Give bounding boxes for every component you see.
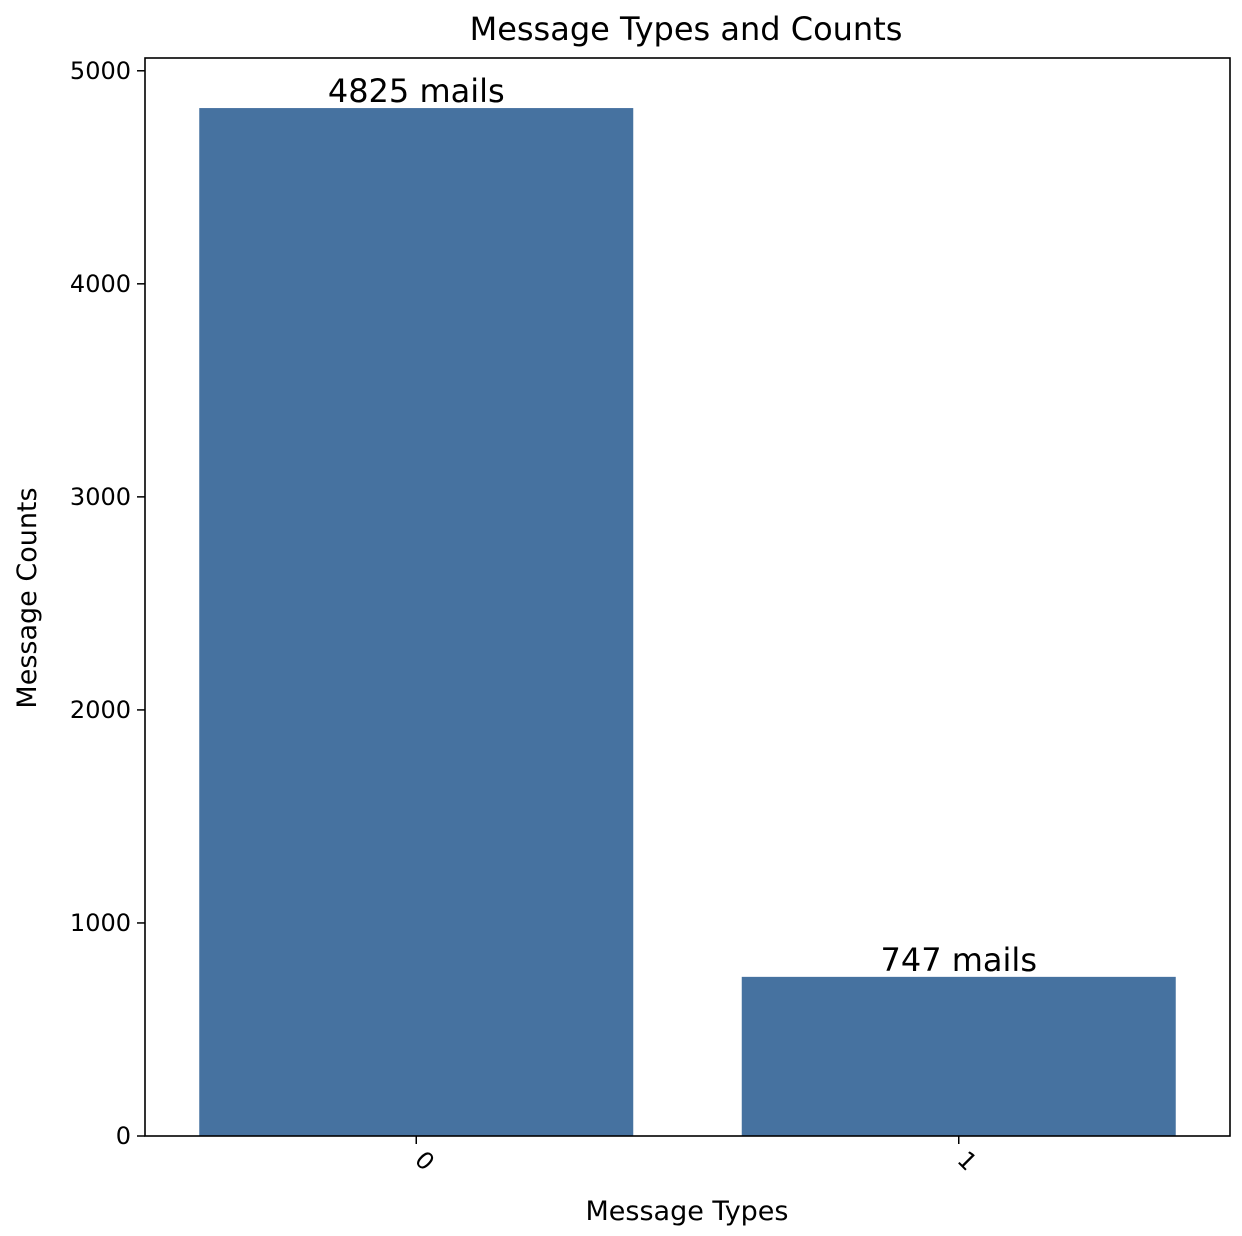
bar-0 — [199, 108, 634, 1137]
x-tick-label: 0 — [409, 1146, 440, 1177]
y-tick-label: 1000 — [70, 909, 131, 937]
y-tick-label: 3000 — [70, 483, 131, 511]
y-tick-label: 0 — [116, 1122, 131, 1150]
plot-frame — [144, 57, 1231, 1137]
chart-title: Message Types and Counts — [470, 10, 903, 48]
bar-1 — [741, 976, 1176, 1136]
plot-area: 4825 mails 0 747 mails 1 0 1000 2000 3000 4000 50… — [70, 57, 1231, 1177]
bar-data-label: 4825 mails — [328, 72, 505, 110]
y-tick-label: 4000 — [70, 270, 131, 298]
x-axis-label: Message Types — [585, 1196, 788, 1227]
y-axis-label: Message Counts — [12, 487, 43, 708]
bar-data-label: 747 mails — [881, 941, 1037, 979]
x-tick-label: 1 — [952, 1146, 983, 1177]
y-tick-label: 5000 — [70, 57, 131, 85]
y-tick-label: 2000 — [70, 696, 131, 724]
